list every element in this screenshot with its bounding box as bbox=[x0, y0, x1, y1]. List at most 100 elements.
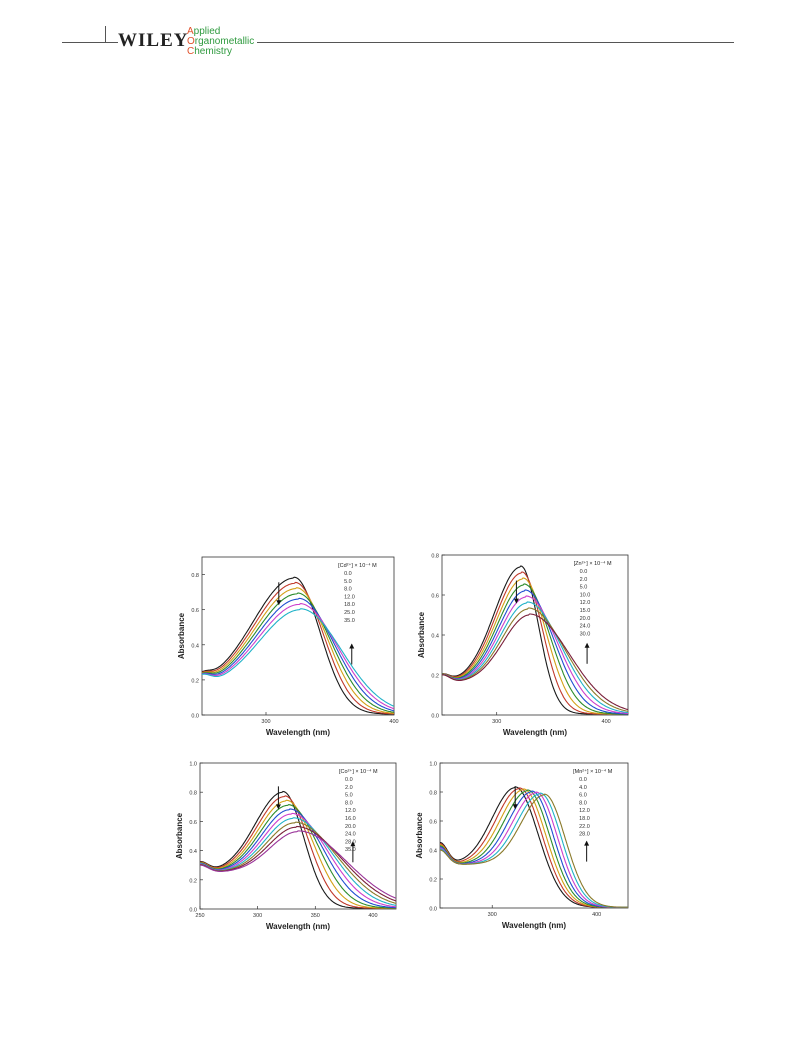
uv-vis-figure: 0.0 0.2 0.4 0.6 0.8 300 400 Wavelength (nm) Abso… bbox=[160, 545, 640, 945]
journal-line-3: Chemistry bbox=[187, 47, 254, 57]
series-line bbox=[202, 587, 394, 714]
series-line bbox=[202, 592, 394, 713]
y-tick-label: 0.0 bbox=[191, 714, 199, 720]
y-axis-label: Absorbance bbox=[417, 611, 426, 658]
plot-frame bbox=[441, 554, 629, 716]
y-tick-label: 1.0 bbox=[189, 762, 197, 768]
legend-entry: 25.0 bbox=[344, 610, 355, 616]
series-line bbox=[200, 821, 396, 904]
series-line bbox=[200, 812, 396, 908]
arrow-down-head bbox=[276, 600, 282, 606]
chart-panel-2: 0.0 0.2 0.4 0.6 0.8 300 400 Wavelength (nm) Abso… bbox=[417, 554, 629, 737]
plot-frame bbox=[439, 762, 629, 909]
figure-svg: 0.0 0.2 0.4 0.6 0.8 300 400 Wavelength (nm) Abso… bbox=[175, 554, 629, 931]
legend-entry: 18.0 bbox=[344, 602, 355, 608]
series-line bbox=[200, 830, 396, 899]
series-line bbox=[440, 791, 628, 908]
series-line bbox=[442, 571, 628, 715]
series-line bbox=[202, 576, 394, 715]
legend-entry: 24.0 bbox=[580, 624, 591, 630]
y-tick-label: 1.0 bbox=[429, 762, 437, 768]
legend-entry: 35.0 bbox=[345, 847, 356, 853]
x-tick-label: 400 bbox=[389, 719, 398, 725]
journal-line-2-initial: O bbox=[187, 36, 195, 47]
legend-entry: 12.0 bbox=[344, 594, 355, 600]
legend-title: [Cd²⁺] × 10⁻⁴ M bbox=[338, 562, 377, 569]
journal-line-1: Applied bbox=[187, 27, 254, 37]
legend-entry: 15.0 bbox=[580, 608, 591, 614]
legend-entry: 30.0 bbox=[580, 631, 591, 637]
arrow-down-head bbox=[512, 804, 518, 810]
y-tick-label: 0.8 bbox=[189, 791, 197, 797]
y-tick-label: 0.4 bbox=[191, 643, 199, 649]
series-line bbox=[442, 601, 628, 714]
legend-entry: 0.0 bbox=[579, 777, 587, 783]
y-tick-label: 0.2 bbox=[191, 678, 199, 684]
legend-entry: 18.0 bbox=[579, 816, 590, 822]
series-line bbox=[442, 589, 628, 715]
y-tick-label: 0.2 bbox=[189, 878, 197, 884]
legend-entry: 5.0 bbox=[344, 579, 352, 585]
y-tick-label: 0.6 bbox=[429, 820, 437, 826]
series-line bbox=[440, 788, 628, 908]
journal-line-2-rest: rganometallic bbox=[194, 36, 255, 47]
legend-entry: 28.0 bbox=[345, 839, 356, 845]
series-line bbox=[442, 565, 628, 715]
x-tick-label: 400 bbox=[592, 912, 601, 918]
header-rule bbox=[62, 42, 734, 43]
y-axis-label: Absorbance bbox=[415, 812, 424, 859]
legend-entry: 10.0 bbox=[580, 592, 591, 598]
legend-entry: 16.0 bbox=[345, 816, 356, 822]
legend-entry: 2.0 bbox=[580, 577, 588, 583]
series-line bbox=[200, 808, 396, 909]
chart-panel-3: 0.0 0.2 0.4 0.6 0.8 1.0 250 300 350 400 Wavelength… bbox=[175, 762, 397, 931]
journal-line-3-rest: hemistry bbox=[194, 46, 233, 57]
series-line bbox=[442, 595, 628, 714]
series-line bbox=[442, 607, 628, 712]
x-axis-label: Wavelength (nm) bbox=[266, 728, 330, 737]
legend-entry: 12.0 bbox=[345, 808, 356, 814]
legend-entry: 2.0 bbox=[345, 785, 353, 791]
journal-line-3-initial: C bbox=[187, 46, 195, 57]
arrow-up-head bbox=[584, 642, 590, 648]
x-axis-label: Wavelength (nm) bbox=[503, 728, 567, 737]
x-axis-label: Wavelength (nm) bbox=[266, 922, 330, 931]
series-line bbox=[200, 804, 396, 909]
x-tick-label: 300 bbox=[488, 912, 497, 918]
y-tick-label: 0.4 bbox=[189, 849, 197, 855]
y-tick-label: 0.0 bbox=[429, 907, 437, 913]
legend-entry: 20.0 bbox=[345, 824, 356, 830]
y-tick-label: 0.0 bbox=[189, 908, 197, 914]
legend-title: [Co²⁺] × 10⁻⁴ M bbox=[339, 768, 378, 775]
y-tick-label: 0.2 bbox=[429, 878, 437, 884]
y-axis-label: Absorbance bbox=[175, 812, 184, 859]
y-tick-label: 0.2 bbox=[431, 674, 439, 680]
journal-name: Applied Organometallic Chemistry bbox=[187, 27, 258, 57]
legend-title: [Mn²⁺] × 10⁻⁴ M bbox=[573, 768, 613, 775]
legend-entry: 0.0 bbox=[580, 569, 588, 575]
series-line bbox=[200, 825, 396, 902]
legend-entry: 12.0 bbox=[580, 600, 591, 606]
legend-entry: 35.0 bbox=[344, 618, 355, 624]
y-tick-label: 0.6 bbox=[191, 608, 199, 614]
publisher-logo: WILEY bbox=[118, 30, 191, 51]
legend-entry: 8.0 bbox=[344, 587, 352, 593]
x-tick-label: 300 bbox=[492, 719, 501, 725]
x-tick-label: 300 bbox=[261, 719, 270, 725]
plot-frame bbox=[201, 556, 395, 716]
y-tick-label: 0.4 bbox=[431, 634, 439, 640]
y-tick-label: 0.8 bbox=[429, 791, 437, 797]
series-line bbox=[202, 603, 394, 710]
y-axis-label: Absorbance bbox=[177, 612, 186, 659]
series-line bbox=[440, 793, 628, 908]
y-tick-label: 0.8 bbox=[191, 573, 199, 579]
legend-entry: 6.0 bbox=[579, 793, 587, 799]
header-tick bbox=[105, 26, 106, 42]
chart-panel-4: 0.0 0.2 0.4 0.6 0.8 1.0 300 400 Wavelength (nm) A… bbox=[415, 762, 629, 930]
arrow-up-head bbox=[584, 840, 590, 846]
legend-entry: 8.0 bbox=[345, 800, 353, 806]
legend-entry: 20.0 bbox=[580, 616, 591, 622]
series-line bbox=[440, 790, 628, 908]
y-tick-label: 0.6 bbox=[431, 594, 439, 600]
series-line bbox=[200, 817, 396, 906]
